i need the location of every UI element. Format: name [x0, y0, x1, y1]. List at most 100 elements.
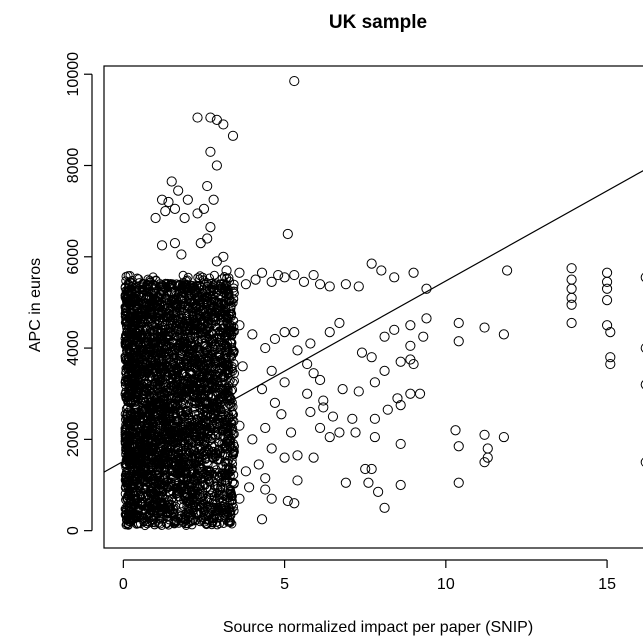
data-point — [308, 368, 319, 379]
data-point — [279, 327, 290, 338]
data-points — [120, 75, 643, 531]
data-point — [305, 406, 316, 418]
data-point — [234, 493, 245, 504]
data-point — [453, 336, 464, 347]
y-axis-label: APC in euros — [27, 258, 44, 352]
data-point — [198, 203, 210, 214]
data-point — [202, 180, 213, 192]
data-point — [421, 313, 432, 324]
data-point — [234, 267, 245, 278]
data-point — [337, 384, 348, 395]
data-point — [292, 475, 303, 486]
data-point — [324, 431, 335, 443]
data-point — [379, 365, 390, 377]
data-point — [353, 281, 364, 292]
data-point — [350, 427, 361, 438]
data-point — [292, 345, 303, 356]
data-point — [292, 450, 303, 461]
data-point — [482, 452, 493, 463]
data-point — [395, 438, 406, 450]
data-point — [282, 495, 293, 507]
x-tick-label: 0 — [119, 576, 128, 593]
data-point — [289, 498, 300, 509]
data-point — [266, 365, 277, 377]
data-point — [182, 194, 193, 205]
data-point — [360, 463, 371, 475]
data-point — [208, 194, 219, 205]
data-point — [276, 409, 287, 420]
data-point — [601, 283, 613, 294]
data-point — [382, 404, 393, 415]
data-point — [453, 317, 464, 329]
data-point — [395, 356, 406, 367]
data-point — [356, 347, 368, 358]
data-point — [566, 317, 577, 329]
data-point — [605, 358, 616, 370]
data-point — [221, 265, 232, 276]
data-point — [173, 185, 184, 196]
y-tick-label: 4000 — [65, 330, 82, 366]
data-point — [308, 269, 319, 281]
data-point — [166, 176, 177, 187]
data-point — [450, 425, 461, 436]
y-tick-label: 6000 — [65, 239, 82, 275]
data-point — [150, 212, 161, 224]
data-point — [163, 196, 174, 208]
data-point — [601, 295, 613, 306]
data-point — [314, 279, 326, 290]
data-point — [302, 388, 313, 399]
data-point — [379, 502, 390, 513]
data-point — [279, 452, 290, 463]
data-point — [156, 240, 168, 251]
data-point — [240, 279, 251, 290]
data-point — [298, 276, 310, 287]
data-point — [211, 114, 222, 125]
data-point — [160, 206, 171, 217]
data-point — [479, 322, 490, 333]
data-point — [179, 212, 190, 224]
data-point — [347, 413, 358, 424]
data-point — [640, 343, 643, 353]
y-tick-label: 8000 — [65, 148, 82, 184]
data-point — [369, 413, 380, 424]
data-point — [369, 431, 380, 443]
data-point — [373, 486, 384, 497]
data-point — [376, 265, 387, 276]
data-point — [389, 272, 400, 283]
data-point — [421, 283, 432, 294]
data-point — [260, 484, 271, 495]
data-point — [601, 276, 613, 287]
data-point — [253, 459, 264, 470]
data-point — [195, 237, 206, 249]
data-point — [314, 374, 326, 386]
data-point — [605, 352, 616, 363]
data-point — [218, 251, 229, 262]
data-point — [256, 267, 268, 278]
data-point — [256, 514, 268, 525]
data-point — [392, 393, 403, 404]
data-point — [234, 320, 245, 331]
data-point — [240, 466, 251, 477]
data-point — [260, 422, 271, 434]
data-point — [256, 384, 268, 395]
data-point — [498, 329, 509, 340]
data-point — [211, 256, 222, 267]
data-point — [318, 395, 329, 406]
data-point — [405, 340, 416, 351]
data-point — [340, 477, 351, 488]
data-point — [227, 130, 239, 141]
data-point — [566, 274, 577, 285]
data-point — [418, 331, 429, 342]
data-point — [482, 443, 493, 454]
data-point — [269, 333, 281, 345]
data-point — [414, 388, 426, 399]
data-point — [395, 400, 406, 411]
data-point — [169, 237, 181, 249]
data-point — [302, 358, 313, 370]
data-point — [479, 429, 490, 440]
data-point — [640, 457, 643, 467]
data-point — [227, 438, 239, 450]
data-point — [282, 228, 293, 240]
